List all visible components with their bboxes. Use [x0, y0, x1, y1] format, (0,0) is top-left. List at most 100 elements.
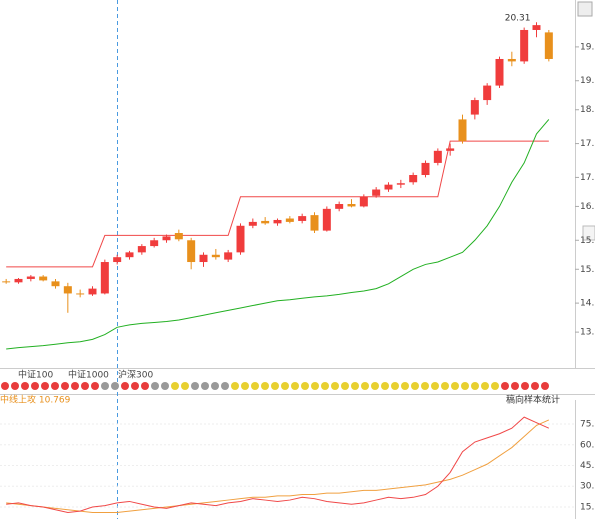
candle-body	[421, 162, 430, 176]
candle-body	[396, 183, 405, 185]
status-dot	[31, 382, 39, 390]
expand-icon[interactable]	[582, 225, 595, 241]
status-dot	[91, 382, 99, 390]
status-dot	[481, 382, 489, 390]
candle-body	[470, 100, 479, 115]
candle-body	[310, 215, 319, 231]
candle-body	[520, 29, 529, 62]
candle-body	[261, 220, 270, 224]
indicator-line	[6, 416, 550, 514]
status-dot	[251, 382, 259, 390]
y-tick-label: 60.0	[580, 440, 595, 450]
sub-right-title[interactable]: 稿向样本统计	[506, 394, 560, 406]
candle-body	[14, 278, 23, 283]
status-dot	[51, 382, 59, 390]
status-dot	[321, 382, 329, 390]
status-dot	[181, 382, 189, 390]
candle-body	[76, 293, 85, 295]
status-dot	[471, 382, 479, 390]
status-dot	[401, 382, 409, 390]
tab[interactable]: 中证1000	[68, 369, 109, 381]
status-dot	[381, 382, 389, 390]
y-tick-label: 16.5	[580, 202, 595, 212]
candle-body	[298, 216, 307, 221]
status-dot	[511, 382, 519, 390]
tab[interactable]: 中证100	[18, 369, 53, 381]
status-dot	[221, 382, 229, 390]
status-dot	[411, 382, 419, 390]
candle-body	[532, 25, 541, 30]
status-dot	[131, 382, 139, 390]
status-dot	[371, 382, 379, 390]
candle-body	[458, 119, 467, 142]
candle-body	[26, 276, 35, 279]
candle-body	[199, 254, 208, 263]
status-dot	[301, 382, 309, 390]
status-dot	[151, 382, 159, 390]
close-icon[interactable]	[577, 1, 593, 17]
status-dot	[531, 382, 539, 390]
status-dot	[71, 382, 79, 390]
status-dot	[41, 382, 49, 390]
status-dot	[81, 382, 89, 390]
y-tick-label: 15.2	[580, 265, 595, 275]
status-dot	[121, 382, 129, 390]
candle-body	[483, 85, 492, 101]
y-tick-label: 14.5	[580, 299, 595, 309]
candle-body	[2, 281, 11, 283]
status-dot	[231, 382, 239, 390]
sub-title: 中线上攻 10.769	[0, 394, 71, 406]
candle-body	[433, 150, 442, 163]
status-dot	[351, 382, 359, 390]
status-dot	[361, 382, 369, 390]
candle-body	[39, 276, 48, 281]
status-dot	[451, 382, 459, 390]
candle-body	[322, 208, 331, 231]
candle-body	[359, 196, 368, 207]
candle-body	[125, 252, 134, 258]
status-dot	[291, 382, 299, 390]
status-dot	[281, 382, 289, 390]
y-tick-label: 19.8	[580, 42, 595, 52]
status-dot	[421, 382, 429, 390]
status-dot	[101, 382, 109, 390]
status-dot	[1, 382, 9, 390]
candle-body	[409, 175, 418, 183]
status-dot	[521, 382, 529, 390]
candle-body	[236, 225, 245, 253]
status-dot	[211, 382, 219, 390]
status-dot	[141, 382, 149, 390]
status-dot	[311, 382, 319, 390]
candle-body	[335, 204, 344, 209]
candle-body	[285, 218, 294, 222]
y-tick-label: 17.8	[580, 139, 595, 149]
candle-body	[150, 240, 159, 247]
status-dot	[111, 382, 119, 390]
y-tick-label: 15.0	[580, 502, 595, 512]
status-dot	[261, 382, 269, 390]
status-dot	[21, 382, 29, 390]
candle-body	[507, 58, 516, 62]
status-dot	[391, 382, 399, 390]
status-dot	[201, 382, 209, 390]
status-dot	[171, 382, 179, 390]
status-dot	[61, 382, 69, 390]
candle-body	[446, 148, 455, 151]
indicator-line	[6, 419, 550, 514]
candle-body	[544, 32, 553, 59]
candle-body	[248, 221, 257, 226]
y-tick-label: 19.1	[580, 76, 595, 86]
candle-body	[162, 236, 171, 241]
y-tick-label: 75.0	[580, 420, 595, 430]
tab[interactable]: 沪深300	[118, 369, 153, 381]
status-dot	[161, 382, 169, 390]
candle-body	[347, 204, 356, 207]
y-tick-label: 17.1	[580, 173, 595, 183]
candle-body	[63, 286, 72, 294]
candle-body	[100, 262, 109, 294]
y-tick-label: 18.5	[580, 105, 595, 115]
status-dot	[441, 382, 449, 390]
high-annotation: 20.31	[505, 14, 531, 24]
